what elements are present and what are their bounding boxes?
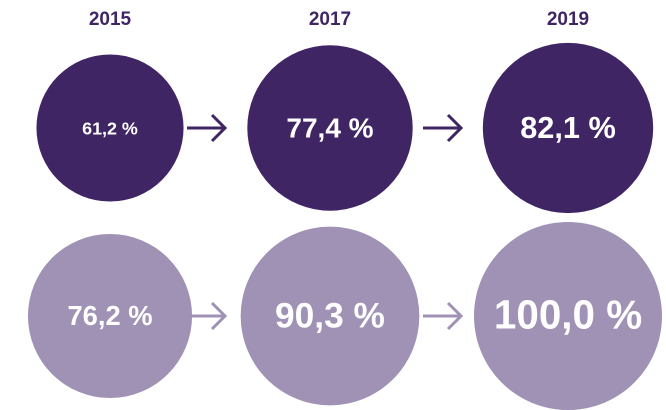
year-label: 2015 <box>89 9 132 30</box>
bubble <box>36 54 184 202</box>
value-label: 76,2 % <box>68 300 153 331</box>
year-label: 2019 <box>547 9 589 30</box>
bubble <box>474 222 662 410</box>
bubble <box>247 45 413 211</box>
value-label: 90,3 % <box>275 296 385 335</box>
year-label: 2017 <box>309 9 351 30</box>
arrow <box>423 301 464 331</box>
value-label: 82,1 % <box>520 110 616 145</box>
bubble <box>240 226 420 406</box>
bubble <box>482 42 654 214</box>
arrows <box>187 113 464 331</box>
value-label: 77,4 % <box>286 112 373 143</box>
arrow <box>187 113 228 143</box>
arrow <box>423 113 464 143</box>
bubble <box>27 233 193 399</box>
arrow <box>187 301 228 331</box>
value-label: 61,2 % <box>82 119 138 139</box>
value-label: 100,0 % <box>494 292 642 338</box>
